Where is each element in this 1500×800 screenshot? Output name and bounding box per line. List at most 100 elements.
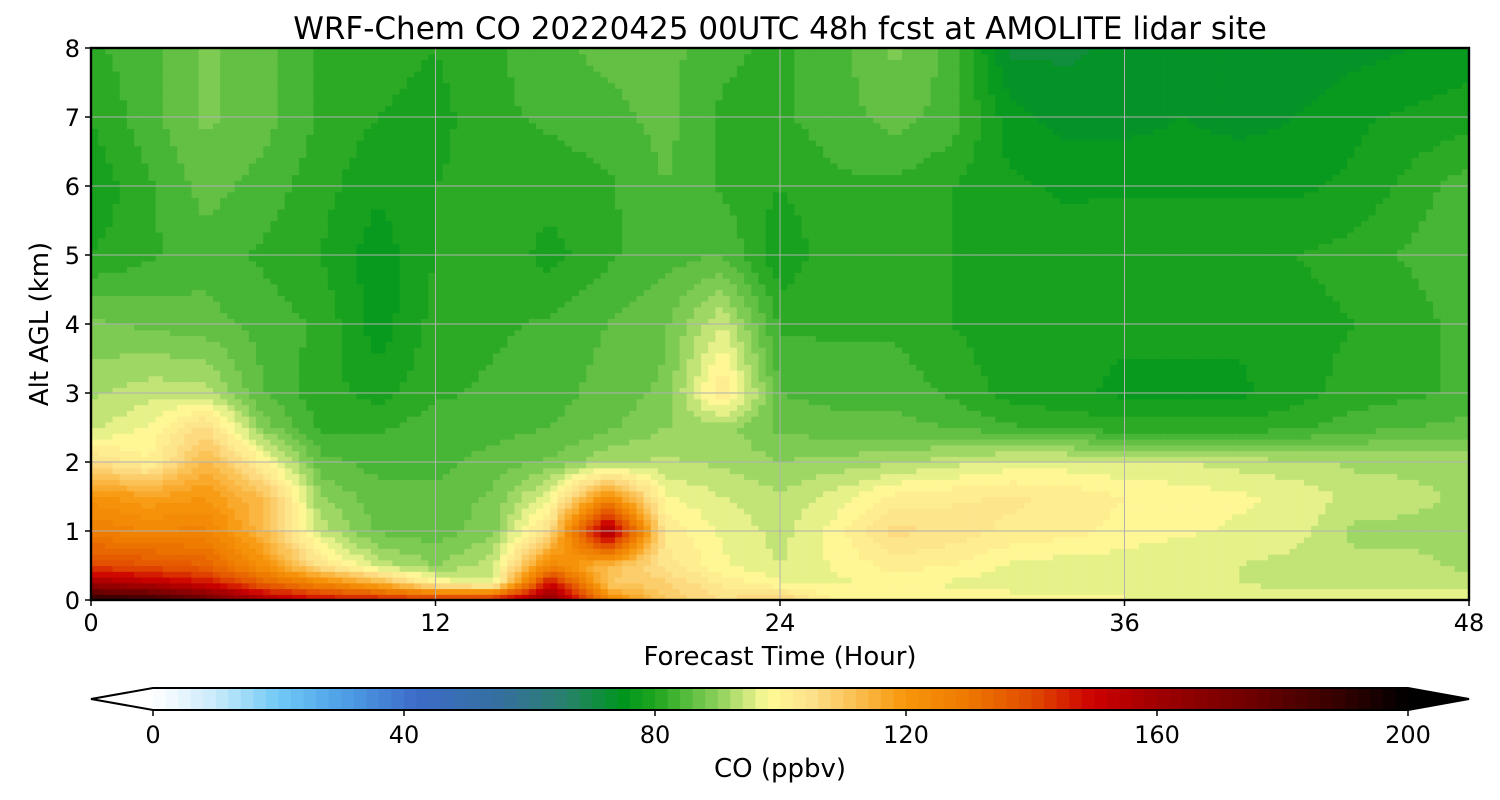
contour-cell [973,588,982,595]
contour-cell [959,559,968,567]
contour-cell [550,508,559,515]
contour-cell [873,508,882,515]
contour-cell [1390,577,1398,584]
contour-cell [894,502,903,509]
contour-cell [643,548,652,555]
contour-cell [880,473,889,480]
contour-cell [1397,559,1406,567]
contour-cell [736,508,745,515]
contour-cell [1440,519,1449,526]
contour-cell [1354,473,1362,480]
contour-cell [988,456,996,463]
contour-cell [672,467,681,475]
contour-cell [988,559,996,567]
contour-cell [320,588,329,595]
contour-cell [406,536,415,544]
contour-cell [313,548,322,555]
contour-cell [1131,502,1140,509]
contour-cell [1167,473,1176,480]
contour-cell [1239,536,1248,544]
contour-cell [715,571,724,578]
contour-cell [1454,559,1463,567]
contour-cell [1268,571,1276,578]
contour-cell [363,536,372,544]
contour-cell [1074,536,1083,544]
contour-cell [119,450,128,457]
contour-cell [112,536,121,544]
contour-cell [765,559,774,567]
contour-cell [1088,542,1097,549]
contour-cell [1232,542,1240,549]
contour-cell [98,577,106,584]
contour-cell [650,559,659,567]
contour-cell [234,582,243,590]
contour-cell [485,554,494,561]
contour-cell [571,502,580,509]
contour-cell [449,525,458,532]
contour-cell [1167,571,1176,578]
contour-cell [1167,513,1176,521]
contour-cell [248,542,257,549]
contour-cell [141,525,150,532]
contour-cell [952,456,961,463]
contour-cell [1311,502,1319,509]
contour-cell [665,485,673,492]
contour-cell [823,542,831,549]
contour-cell [148,450,157,457]
contour-cell [736,531,745,538]
contour-cell [650,531,659,538]
contour-cell [980,490,989,498]
contour-cell [887,542,896,549]
contour-cell [622,536,630,544]
contour-cell [1311,467,1319,475]
contour-cell [564,577,573,584]
contour-cell [945,542,953,549]
contour-cell [657,548,666,555]
contour-cell [909,485,917,492]
contour-cell [1425,525,1434,532]
contour-cell [751,571,760,578]
contour-cell [155,542,164,549]
contour-cell [421,577,429,584]
contour-cell [622,467,630,475]
contour-cell [1246,496,1255,503]
contour-cell [995,531,1004,538]
contour-cell [349,508,358,515]
contour-cell [715,496,724,503]
contour-cell [722,479,731,486]
contour-cell [887,467,896,475]
contour-cell [550,554,559,561]
contour-cell [995,571,1004,578]
contour-cell [327,485,336,492]
contour-cell [1131,485,1140,492]
contour-cell [198,450,207,457]
contour-cell [614,565,623,572]
contour-cell [923,582,932,590]
contour-cell [1174,508,1183,515]
contour-cell [1447,496,1456,503]
contour-cell [765,513,774,521]
contour-cell [1160,594,1169,600]
contour-cell [937,582,946,590]
contour-cell [815,548,824,555]
contour-cell [399,479,408,486]
contour-cell [1009,502,1018,509]
contour-cell [191,531,200,538]
contour-cell [988,531,996,538]
contour-cell [866,565,874,572]
contour-cell [177,479,185,486]
contour-cell [535,594,544,600]
contour-cell [1318,462,1327,469]
contour-cell [507,502,516,509]
contour-cell [1418,496,1427,503]
contour-cell [1253,508,1262,515]
contour-cell [1203,565,1212,572]
contour-cell [213,456,221,463]
contour-cell [880,571,889,578]
contour-cell [507,554,516,561]
contour-cell [528,508,537,515]
contour-cell [98,467,106,475]
contour-cell [356,525,365,532]
contour-cell [665,559,673,567]
contour-cell [830,490,839,498]
